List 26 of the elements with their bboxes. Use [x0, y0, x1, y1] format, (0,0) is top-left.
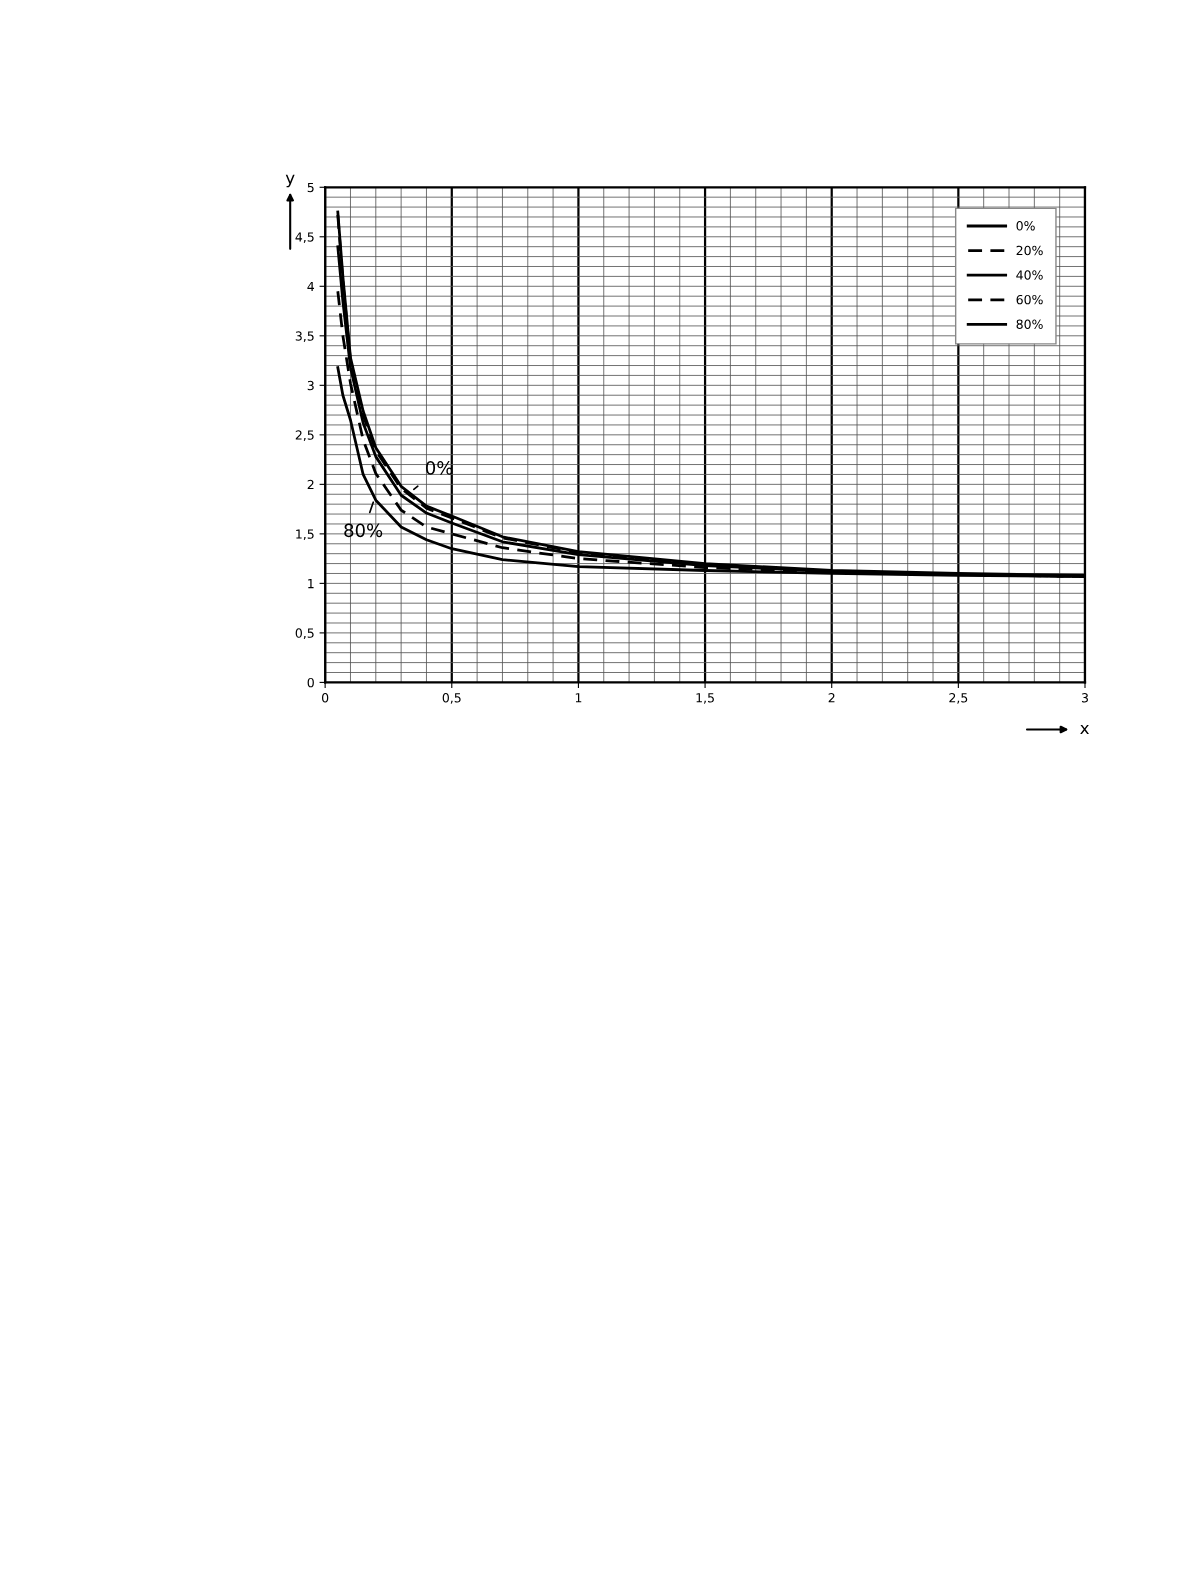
y-tick-label: 1	[308, 579, 314, 589]
y-tick-label: 3	[307, 380, 314, 391]
y-tick-label: 4,5	[295, 232, 314, 243]
y-tick-label: 0,5	[295, 628, 314, 640]
legend-label: 60%	[1016, 294, 1043, 305]
y-tick-label: 2,5	[295, 430, 314, 442]
y-tick-label: 1,5	[296, 529, 314, 541]
x-axis-title: x	[1080, 724, 1089, 735]
legend-label: 20%	[1016, 245, 1043, 256]
x-tick-label: 1	[575, 693, 582, 703]
y-tick-label: 3,5	[295, 331, 314, 343]
y-tick-label: 2	[307, 479, 314, 490]
x-tick-label: 2,5	[949, 693, 968, 704]
y-tick-label: 0	[307, 677, 314, 688]
x-tick-label: 1,5	[696, 693, 714, 704]
legend-label: 80%	[1016, 319, 1043, 329]
y-axis-title: y	[285, 174, 295, 188]
x-tick-label: 0	[321, 693, 329, 703]
x-tick-label: 0,5	[442, 693, 461, 704]
legend-label: 40%	[1016, 270, 1043, 280]
y-tick-label: 4	[307, 281, 315, 292]
legend-label: 0%	[1016, 221, 1035, 231]
y-tick-label: 5	[307, 182, 314, 193]
x-tick-label: 2	[828, 693, 835, 703]
annotation: 80%	[344, 523, 383, 538]
x-tick-label: 3	[1081, 693, 1088, 703]
